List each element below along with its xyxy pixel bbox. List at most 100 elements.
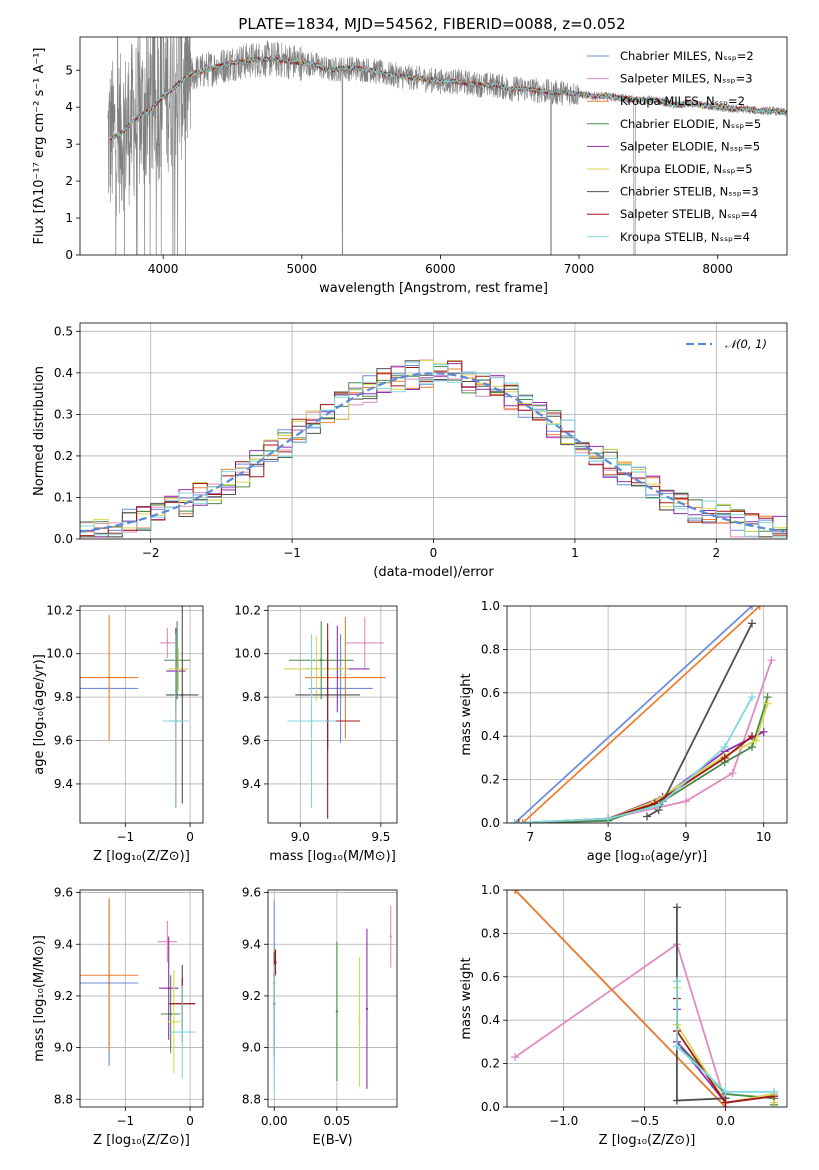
residuals-frame xyxy=(79,322,788,540)
x-tick-label: 8 xyxy=(604,830,612,844)
figure-title: PLATE=1834, MJD=54562, FIBERID=0088, z=0… xyxy=(238,15,625,33)
y-tick-label: 9.6 xyxy=(242,734,261,748)
mass-weight-marker xyxy=(672,977,681,986)
point-2 xyxy=(363,641,366,645)
legend-label-1: Chabrier MILES, Nₛₛₚ=2 xyxy=(620,49,754,63)
mass-z-grid xyxy=(80,890,203,1107)
y-tick-label: 1.0 xyxy=(481,599,500,613)
mass-weight-age-axes: 7 8 9 10 0.0 0.2 0.4 0.6 0.8 1.0 age [log₁₀(age/yr… xyxy=(459,599,788,864)
y-tick-label: 0.8 xyxy=(481,642,500,656)
histogram-9 xyxy=(80,361,787,539)
y-tick-label: 0.2 xyxy=(54,449,73,463)
mass-weight-marker xyxy=(748,743,756,752)
legend-label-gauss: 𝒩(0, 1) xyxy=(725,337,767,351)
x-tick-label: −2 xyxy=(142,546,160,560)
mass-weight-marker xyxy=(721,1098,730,1107)
y-tick-label: 8.8 xyxy=(54,1092,73,1106)
legend-label-5: Salpeter ELODIE, Nₛₛₚ=5 xyxy=(620,139,760,153)
x-tick-label: 5000 xyxy=(287,262,318,276)
mass-weight-marker xyxy=(654,801,663,810)
mass-weight-z-grid xyxy=(507,889,787,1108)
y-tick-label: 9.6 xyxy=(54,886,73,900)
y-tick-label: 0.0 xyxy=(481,816,500,830)
point-3 xyxy=(344,676,347,679)
mass-weight-marker xyxy=(672,1096,681,1105)
y-tick-label: 10.0 xyxy=(46,647,73,661)
spectrum-frame xyxy=(79,36,788,256)
age-z-plot xyxy=(80,606,199,808)
residuals-xlabel: (data-model)/error xyxy=(373,565,494,580)
x-tick-label: 6000 xyxy=(425,262,456,276)
x-tick-label: −1 xyxy=(116,830,134,844)
point-4 xyxy=(169,1012,172,1016)
x-tick-label: 4000 xyxy=(148,262,179,276)
age-z-axes: −1 0 9.4 9.6 9.8 10.0 10.2 Z [log₁₀(Z/Z⊙)] age [… xyxy=(32,603,204,864)
y-tick-label: 9.4 xyxy=(54,777,73,791)
mass-weight-marker xyxy=(748,693,756,702)
mass-weight-marker xyxy=(748,619,756,628)
point-8 xyxy=(274,961,277,964)
spectrum-axes: 4000 5000 6000 7000 8000 0 1 2 3 4 5 wavelength [An… xyxy=(32,36,788,296)
mass-weight-z-ylabel: mass weight xyxy=(459,957,474,1039)
gaussian-curve xyxy=(80,372,785,533)
x-tick-label: 0 xyxy=(186,830,194,844)
y-tick-label: 9.0 xyxy=(54,1041,73,1055)
mass-z-axes: −1 0 8.8 9.0 9.2 9.4 9.6 Z [log₁₀(Z/Z⊙)] mass [l… xyxy=(32,886,204,1148)
point-4 xyxy=(335,1010,339,1013)
y-tick-label: 0.8 xyxy=(481,926,500,940)
y-tick-label: 0.6 xyxy=(481,686,500,700)
mass-weight-age-plot xyxy=(510,606,776,823)
x-tick-label: 9.5 xyxy=(371,830,390,844)
mass-ebv-grid xyxy=(268,890,397,1107)
age-mass-grid xyxy=(268,606,397,823)
mass-weight-z-plot xyxy=(511,890,779,1107)
x-tick-label: 10 xyxy=(756,830,771,844)
legend-label-8: Salpeter STELIB, Nₛₛₚ=4 xyxy=(620,207,758,221)
mass-weight-marker xyxy=(514,819,523,823)
y-tick-label: 0.1 xyxy=(54,490,73,504)
mass-weight-line-4 xyxy=(514,696,769,823)
y-tick-label: 10.0 xyxy=(234,647,261,661)
x-tick-label: −1.0 xyxy=(549,1114,578,1128)
legend-label-3: Kroupa MILES, Nₛₛₚ=2 xyxy=(620,94,745,108)
x-tick-label: 0.0 xyxy=(716,1114,735,1128)
point-6 xyxy=(177,667,180,671)
point-9 xyxy=(181,1030,184,1034)
x-tick-label: 7000 xyxy=(564,262,595,276)
point-2 xyxy=(389,935,392,938)
mass-weight-z-axes: −1.0 −0.5 0.0 0.0 0.2 0.4 0.6 0.8 1.0 Z [log₁₀(Z/… xyxy=(459,883,788,1148)
spectrum-plot xyxy=(107,37,787,255)
y-tick-label: 8.8 xyxy=(242,1092,261,1106)
mass-weight-age-frame xyxy=(506,605,788,824)
mass-weight-line-3 xyxy=(521,606,761,823)
point-2 xyxy=(166,940,169,943)
mass-z-ylabel: mass [log₁₀(M/M⊙)] xyxy=(32,935,47,1062)
y-tick-label: 9.4 xyxy=(242,777,261,791)
x-tick-label: 0 xyxy=(186,1114,194,1128)
point-3 xyxy=(107,974,111,977)
y-tick-label: 9.0 xyxy=(242,1041,261,1055)
age-mass-frame xyxy=(267,605,398,824)
residuals-axes: −2 −1 0 1 2 0.0 0.1 0.2 0.3 0.4 0.5 (data-model)/er… xyxy=(32,322,788,580)
y-tick-label: 0.5 xyxy=(54,324,73,338)
y-tick-label: 9.6 xyxy=(242,886,261,900)
point-3 xyxy=(107,676,111,679)
y-tick-label: 9.2 xyxy=(54,989,73,1003)
y-tick-label: 0.4 xyxy=(481,1013,500,1027)
y-tick-label: 0.0 xyxy=(481,1100,500,1114)
x-tick-label: 8000 xyxy=(702,262,733,276)
age-z-ylabel: age [log₁₀(age/yr)] xyxy=(32,654,47,775)
mass-weight-line-1 xyxy=(514,606,753,823)
mass-weight-marker xyxy=(759,727,768,736)
mass-z-plot xyxy=(80,897,196,1079)
point-9 xyxy=(310,719,313,723)
mass-ebv-frame xyxy=(267,889,398,1108)
mass-weight-marker xyxy=(720,753,729,762)
mass-ebv-plot xyxy=(273,900,392,1095)
residuals-plot xyxy=(80,359,787,539)
legend-label-6: Kroupa ELODIE, Nₛₛₚ=5 xyxy=(620,162,753,176)
y-tick-label: 9.4 xyxy=(54,937,73,951)
mass-weight-line-9 xyxy=(514,696,753,823)
mass-weight-marker xyxy=(721,1087,730,1096)
y-tick-label: 10.2 xyxy=(234,603,261,617)
